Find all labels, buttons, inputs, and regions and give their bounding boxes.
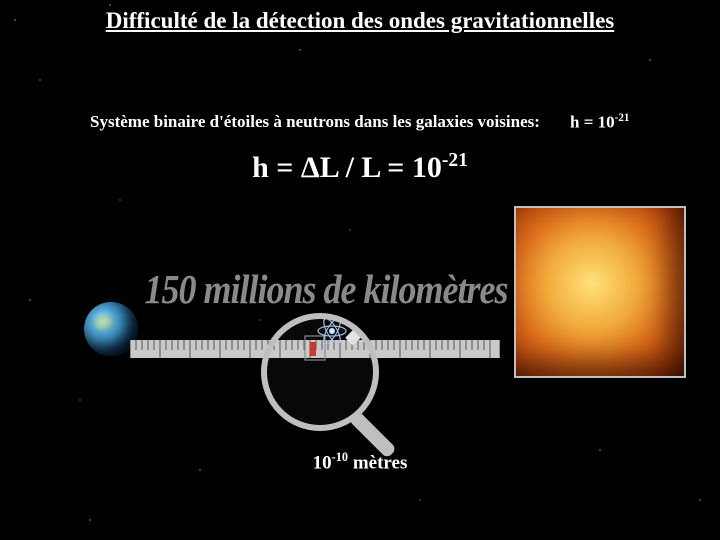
subtitle-h-prefix: h = 10 [570,113,615,132]
main-equation: h = ΔL / L = 10-21 [0,150,720,185]
equation-body: h = ΔL / L = 10 [252,151,442,184]
scale-suffix: mètres [348,452,407,473]
distance-label: 150 millions de kilomètres [136,265,516,313]
scale-sup: -10 [332,450,348,464]
subtitle-value: h = 10-21 [570,112,629,133]
equation-sup: -21 [442,150,468,171]
scale-prefix: 10 [313,452,332,473]
magnifier-icon [260,312,410,462]
scale-label: 10-10 mètres [0,450,720,474]
sun-icon [514,206,686,378]
subtitle-text: Système binaire d'étoiles à neutrons dan… [90,112,540,132]
slide-title: Difficulté de la détection des ondes gra… [0,8,720,34]
subtitle-h-sup: -21 [615,112,630,124]
